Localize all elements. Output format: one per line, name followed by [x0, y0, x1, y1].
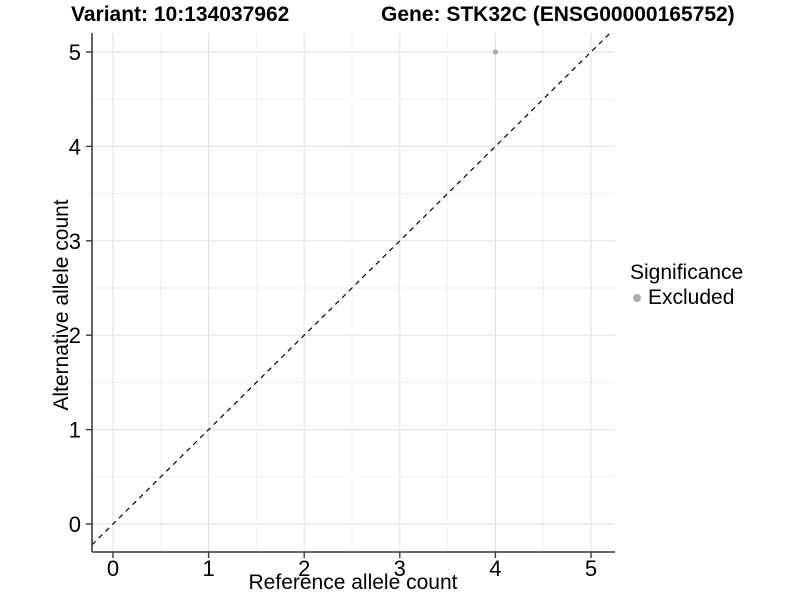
x-tick-label: 1: [202, 556, 214, 581]
y-tick-label: 4: [69, 134, 81, 159]
x-tick-label: 3: [394, 556, 406, 581]
excluded-point-icon: [633, 294, 641, 302]
x-tick-label: 2: [298, 556, 310, 581]
variant-title: Variant: 10:134037962: [71, 3, 290, 26]
legend: Significance Excluded: [630, 261, 743, 309]
y-axis-title: Alternative allele count: [50, 199, 73, 411]
legend-item-excluded: Excluded: [630, 287, 743, 309]
y-tick-label: 0: [69, 512, 81, 537]
data-point: [492, 49, 498, 55]
legend-title: Significance: [630, 261, 744, 284]
y-tick-label: 2: [69, 323, 81, 348]
x-tick-label: 0: [107, 556, 119, 581]
legend-item-label: Excluded: [648, 286, 735, 309]
x-axis-title: Reference allele count: [248, 571, 458, 594]
identity-line: [91, 32, 611, 546]
gene-title: Gene: STK32C (ENSG00000165752): [381, 3, 735, 26]
x-tick-label: 4: [489, 556, 501, 581]
y-tick-label: 3: [69, 229, 81, 254]
x-tick-label: 5: [585, 556, 597, 581]
y-tick-label: 5: [69, 40, 81, 65]
y-tick-label: 1: [69, 418, 81, 443]
